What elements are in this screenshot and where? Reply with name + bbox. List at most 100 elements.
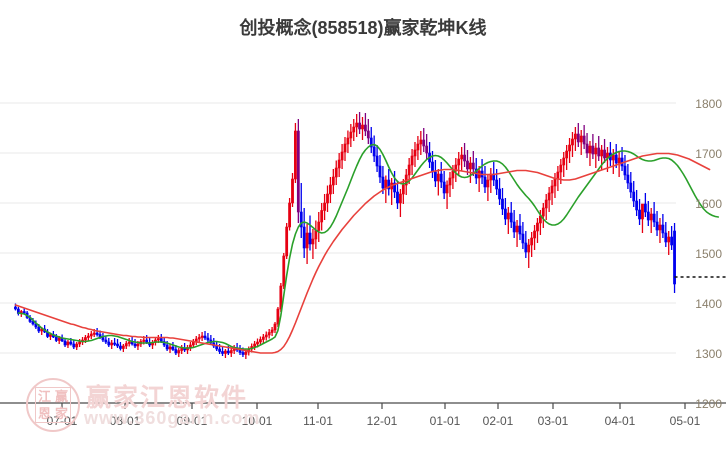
candle-body — [576, 133, 580, 143]
candle-body — [226, 350, 230, 354]
candle-body — [375, 155, 379, 167]
candle-body — [588, 145, 592, 154]
candle-body — [253, 343, 256, 347]
x-tick-label: 07-01 — [47, 414, 78, 428]
candle-body — [366, 130, 370, 139]
candle-body — [562, 157, 566, 166]
candle-body — [305, 232, 309, 249]
candle-body — [401, 184, 405, 195]
candle-body — [291, 178, 294, 204]
candle-body — [372, 146, 376, 157]
candle-body — [579, 135, 583, 143]
candle-body — [509, 212, 513, 223]
candle-body — [89, 333, 93, 337]
candle-body — [524, 242, 528, 253]
y-axis-tick-labels: 1200 1300 1400 1500 1600 1700 1800 — [695, 97, 722, 411]
candle-body — [261, 336, 265, 340]
moving-average-lines-group — [14, 143, 720, 354]
candle-body — [629, 182, 633, 193]
candle-body — [133, 343, 137, 347]
candle-body — [393, 182, 396, 193]
candle-body — [495, 179, 499, 190]
y-tick-label: 1800 — [695, 97, 722, 111]
y-tick-label: 1700 — [695, 147, 722, 161]
candle-body — [486, 179, 490, 188]
candle-body — [159, 338, 163, 342]
candle-body — [358, 122, 361, 130]
candle-body — [116, 343, 119, 347]
candle-body — [343, 143, 347, 153]
candle-body — [638, 209, 641, 220]
candle-body — [197, 337, 201, 340]
candle-body — [568, 144, 571, 152]
candle-body — [259, 339, 262, 343]
candle-body — [611, 154, 615, 161]
candle-body — [349, 131, 353, 139]
candle-body — [101, 337, 105, 341]
candle-body — [145, 339, 149, 343]
candle-body — [530, 237, 534, 246]
page-title: 创投概念(858518)赢家乾坤K线 — [239, 18, 487, 38]
candle-body — [104, 339, 108, 343]
candle-body — [224, 350, 227, 354]
candle-body — [337, 159, 341, 169]
y-tick-label: 1200 — [695, 397, 722, 411]
candle-body — [436, 173, 440, 182]
ma-line-ma-short — [17, 143, 720, 350]
candle-body — [632, 191, 636, 202]
candle-body — [142, 339, 146, 342]
candle-body — [655, 221, 659, 231]
candle-body — [501, 198, 504, 210]
candle-body — [515, 225, 519, 233]
candle-body — [445, 184, 449, 194]
candle-body — [285, 226, 289, 257]
candle-body — [457, 158, 461, 166]
candle-body — [107, 341, 111, 346]
candle-body — [352, 126, 356, 133]
candle-body — [565, 150, 569, 159]
candle-body — [407, 164, 411, 176]
candle-body — [308, 232, 312, 245]
candle-body — [641, 203, 644, 220]
candle-body — [571, 138, 574, 146]
candle-body — [460, 154, 464, 160]
candle-body — [369, 137, 373, 148]
candle-body — [256, 341, 259, 345]
candle-body — [469, 162, 472, 170]
x-tick-label: 03-01 — [538, 414, 569, 428]
candle-body — [664, 232, 668, 243]
y-tick-label: 1300 — [695, 347, 722, 361]
candle-body — [661, 224, 665, 234]
candle-body — [667, 236, 671, 243]
candle-body — [431, 161, 434, 173]
candle-body — [597, 147, 601, 157]
x-tick-label: 05-01 — [670, 414, 701, 428]
candle-body — [92, 332, 96, 335]
candle-body — [206, 337, 210, 341]
candle-body — [556, 171, 560, 180]
candle-body — [54, 336, 58, 341]
x-tick-label: 11-01 — [303, 414, 333, 428]
candle-body — [86, 335, 90, 338]
candle-body — [536, 222, 539, 232]
candle-body — [594, 147, 598, 155]
candle-body — [547, 192, 551, 201]
candle-body — [471, 162, 475, 170]
candle-body — [399, 193, 402, 204]
candle-body — [361, 124, 364, 130]
candle-body — [127, 341, 131, 344]
candle-body — [323, 202, 326, 211]
y-tick-label: 1600 — [695, 197, 722, 211]
candle-body — [282, 255, 286, 287]
x-axis-tick-labels: 07-01 08-01 09-01 10-01 11-01 12-01 01-01 02-01… — [47, 414, 701, 428]
candle-body — [177, 350, 181, 354]
candle-body — [241, 352, 245, 355]
candle-body — [119, 345, 122, 349]
candlesticks-group — [14, 112, 676, 359]
candle-body — [541, 207, 545, 217]
candle-body — [326, 193, 329, 204]
candle-body — [649, 213, 653, 221]
candle-body — [113, 342, 117, 345]
candle-body — [670, 236, 674, 246]
candle-body — [466, 160, 469, 170]
